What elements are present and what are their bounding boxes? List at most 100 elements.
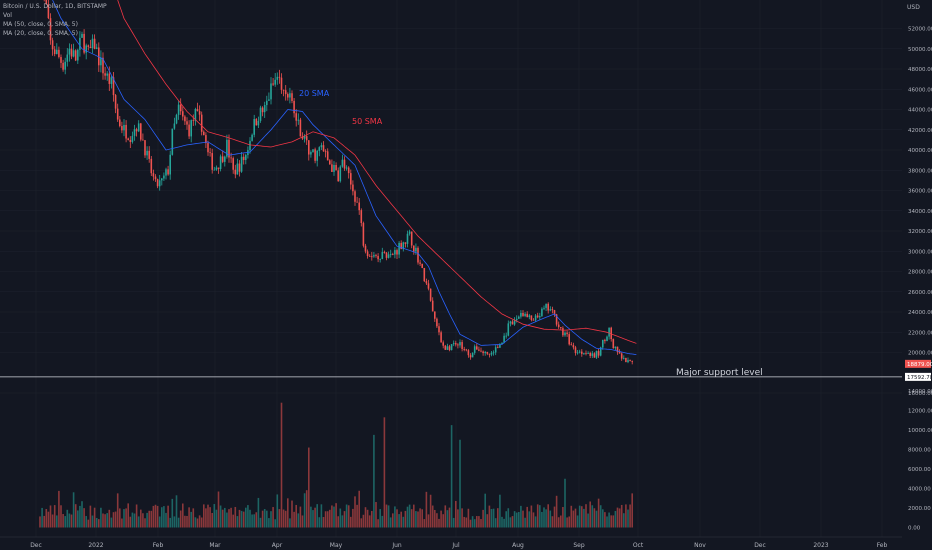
volume-bar (436, 513, 438, 528)
candle-body (473, 346, 476, 353)
volume-bar (347, 505, 350, 528)
volume-bar (89, 505, 92, 528)
volume-bar (49, 505, 52, 528)
time-tick-label: Jul (451, 542, 460, 549)
time-tick-label: 2022 (88, 542, 103, 549)
volume-bar (478, 516, 480, 528)
volume-bar (534, 516, 537, 528)
volume-bar (108, 509, 111, 528)
candle-body (604, 339, 606, 342)
candle-body (522, 312, 524, 316)
volume-bar (539, 505, 541, 528)
candle-body (79, 37, 81, 50)
sma20-annotation: 20 SMA (299, 89, 330, 98)
candle-body (366, 251, 369, 257)
volume-bar (161, 507, 163, 528)
candle-body (226, 139, 228, 157)
volume-bar (499, 494, 501, 528)
support-annotation: Major support level (676, 368, 763, 378)
volume-bar (226, 512, 228, 528)
volume-bar (371, 510, 373, 528)
candle-body (215, 167, 218, 170)
candle-body (368, 256, 371, 257)
candle-body (129, 139, 132, 143)
volume-bar (364, 507, 367, 528)
volume-bar (205, 508, 207, 528)
candle-body (85, 45, 87, 53)
candle-body (87, 45, 90, 47)
candle-body (371, 256, 373, 258)
volume-bar (465, 517, 468, 528)
volume-bar (366, 509, 369, 528)
volume-bar (173, 516, 176, 528)
candle-body (266, 100, 268, 106)
price-labels: 18879.00 17592.78 (905, 359, 932, 381)
volume-bar (66, 509, 69, 528)
volume-bar (549, 510, 552, 528)
candle-body (465, 349, 468, 351)
volume-bar (87, 519, 90, 528)
volume-bar (268, 518, 270, 528)
candle-body (68, 48, 71, 55)
volume-bar (137, 516, 140, 528)
price-tick-label: 24000.00 (908, 310, 932, 316)
volume-bar (578, 505, 581, 528)
candle-body (123, 124, 125, 131)
volume-bar (148, 510, 150, 528)
volume-bar (522, 510, 524, 528)
candle-body (173, 123, 176, 129)
candle-body (350, 173, 352, 185)
candle-body (352, 184, 354, 192)
time-tick-label: Nov (694, 542, 706, 549)
candle-body (392, 253, 394, 255)
candle-body (423, 267, 426, 282)
candle-body (463, 349, 465, 350)
volume-bar (339, 508, 342, 528)
candle-body (156, 179, 159, 187)
candle-body (291, 93, 293, 101)
price-tick-label: 22000.00 (908, 330, 932, 336)
volume-bar (501, 516, 503, 528)
candle-body (408, 231, 411, 234)
volume-bar (415, 511, 417, 528)
volume-bar (53, 505, 56, 528)
volume-bar (263, 509, 266, 528)
ma-line-50 (117, 0, 637, 344)
candle-body (70, 48, 73, 57)
time-tick-label: Aug (512, 542, 524, 549)
volume-bar (228, 509, 230, 528)
candle-body (612, 339, 615, 349)
candle-body (104, 73, 106, 76)
volume-bar (545, 509, 547, 528)
price-tick-label: 36000.00 (908, 189, 932, 195)
candle-body (114, 95, 117, 109)
candle-body (505, 335, 507, 337)
candle-body (276, 76, 279, 80)
volume-bar (112, 512, 115, 528)
volume-bar (574, 508, 577, 528)
volume-bar (509, 517, 512, 528)
volume-bar (163, 506, 165, 528)
candle-body (503, 335, 505, 343)
candle-body (240, 156, 243, 172)
candle-body (316, 150, 318, 161)
volume-bar (114, 511, 117, 528)
volume-bar (129, 516, 132, 528)
volume-bar (211, 512, 213, 528)
volume-bar (184, 515, 186, 528)
candle-body (150, 158, 153, 174)
volume-bar (616, 507, 619, 528)
volume-bar (293, 511, 295, 528)
volume-bar (333, 506, 335, 528)
volume-bar (461, 508, 463, 528)
volume-bar (511, 516, 514, 528)
volume-bar (179, 510, 182, 528)
volume-bar (337, 516, 339, 528)
candle-body (127, 138, 129, 140)
candle-body (133, 129, 136, 136)
volume-bar (326, 511, 329, 528)
volume-bar (318, 517, 321, 528)
volume-bar (135, 504, 138, 528)
candle-body (602, 339, 604, 348)
